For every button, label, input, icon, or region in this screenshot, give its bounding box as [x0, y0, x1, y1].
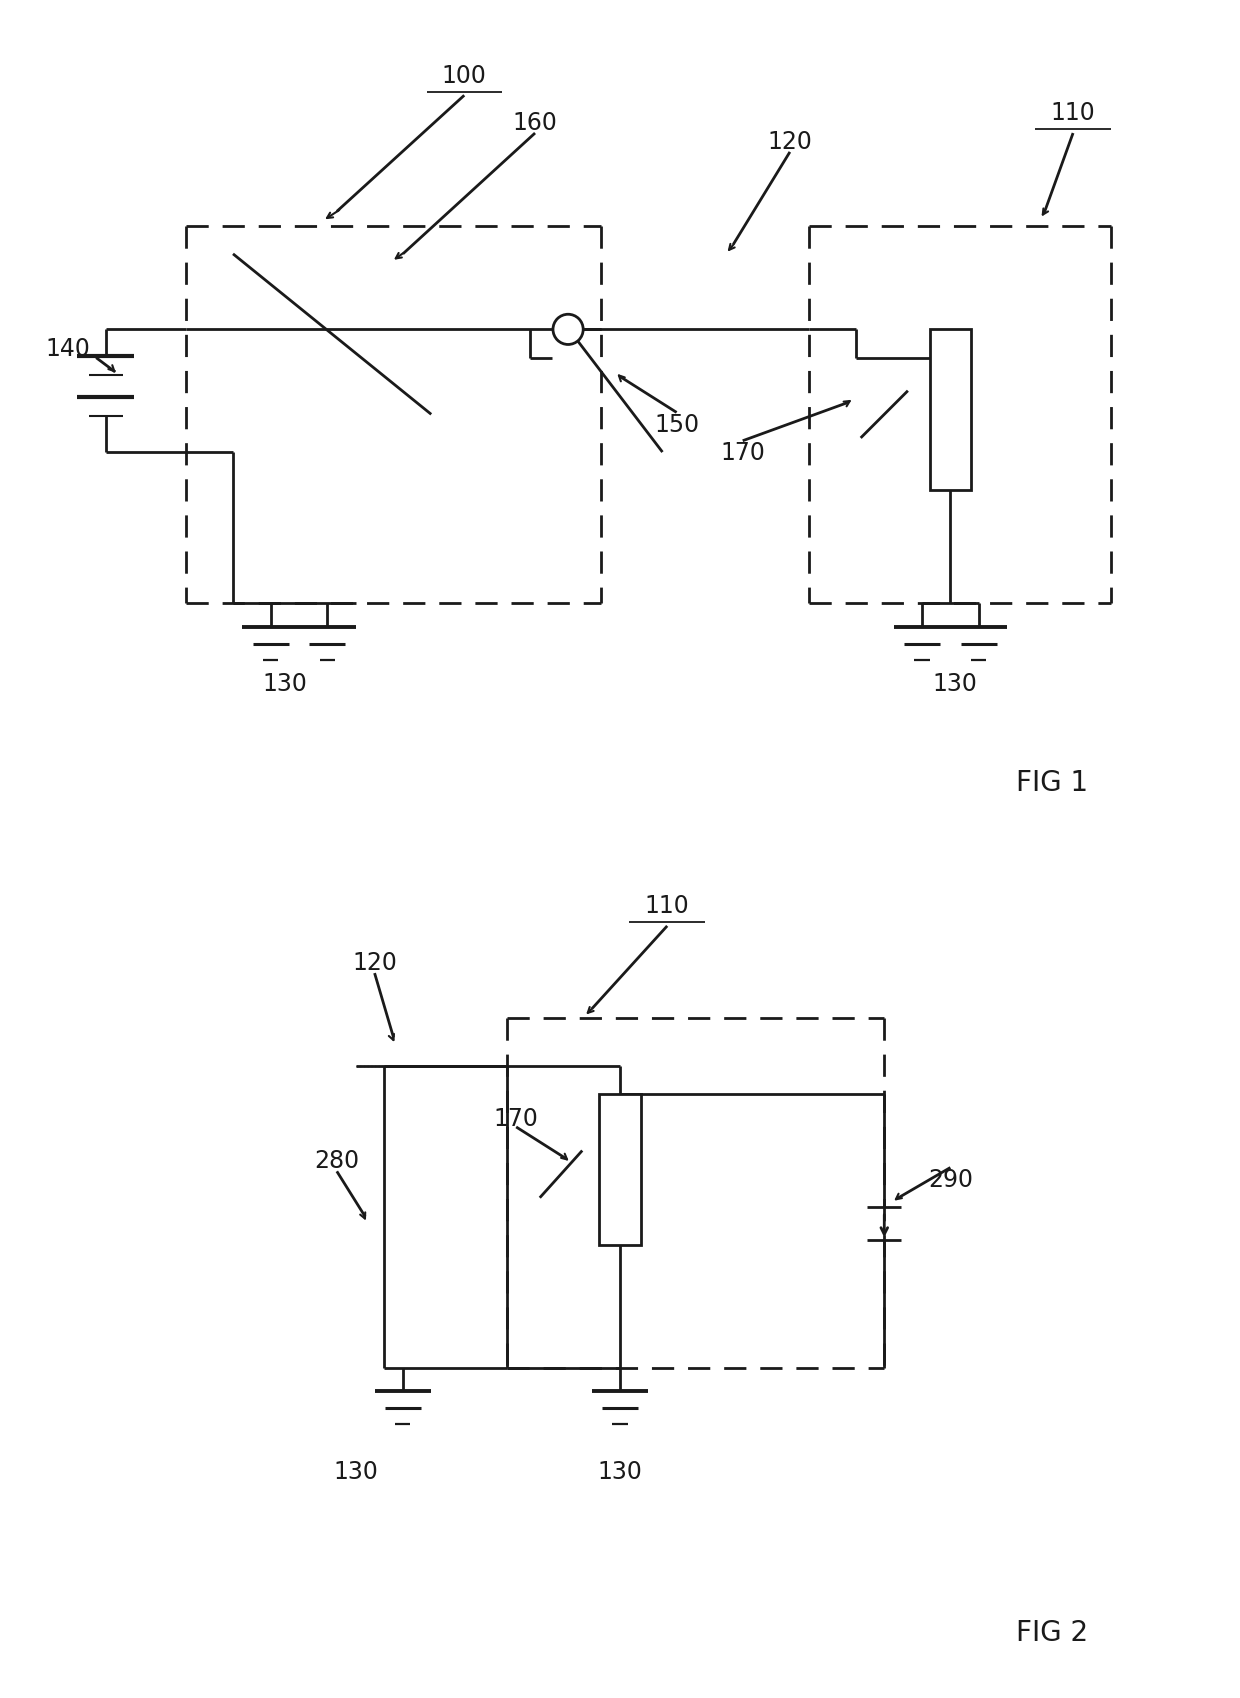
Bar — [599, 1094, 641, 1245]
Text: 100: 100 — [441, 63, 486, 88]
Text: 110: 110 — [1050, 102, 1095, 126]
Text: 110: 110 — [645, 893, 689, 917]
Text: 160: 160 — [512, 110, 558, 134]
Text: 130: 130 — [334, 1460, 378, 1484]
Text: 120: 120 — [768, 129, 812, 153]
Circle shape — [553, 316, 583, 345]
Text: 290: 290 — [928, 1167, 973, 1192]
Text: 170: 170 — [720, 441, 765, 465]
Text: 140: 140 — [46, 336, 91, 362]
Text: 130: 130 — [263, 672, 308, 696]
Bar — [930, 329, 971, 491]
Text: 280: 280 — [314, 1148, 360, 1172]
Text: 150: 150 — [653, 413, 699, 436]
Text: 120: 120 — [352, 951, 397, 975]
Text: FIG 1: FIG 1 — [1017, 769, 1089, 796]
Text: 170: 170 — [494, 1105, 538, 1129]
Text: 130: 130 — [598, 1460, 642, 1484]
Text: FIG 2: FIG 2 — [1017, 1618, 1089, 1645]
Text: 130: 130 — [932, 672, 977, 696]
